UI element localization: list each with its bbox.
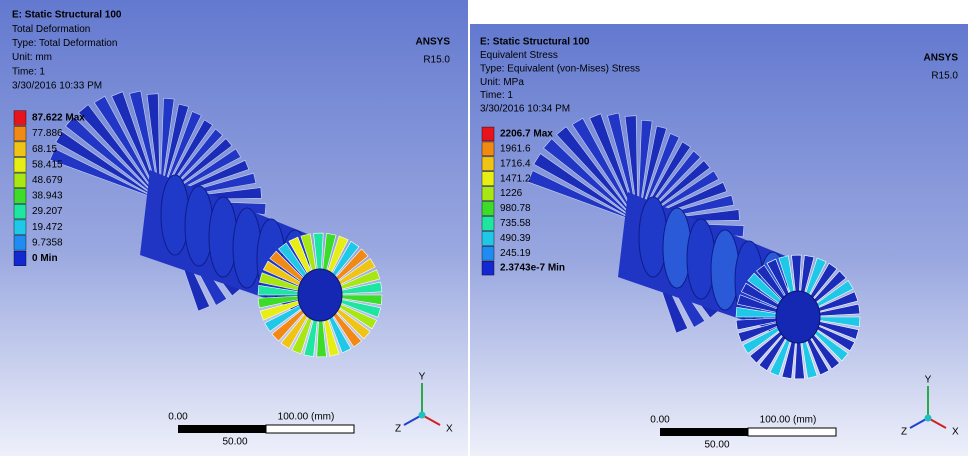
triad-origin (925, 415, 932, 422)
shaft-ring (663, 208, 691, 288)
legend-swatch (14, 126, 26, 141)
legend-label: 245.19 (500, 248, 531, 259)
logo-version: R15.0 (423, 55, 450, 66)
scale-bar-white (266, 425, 354, 433)
result-info: 3/30/2016 10:33 PM (12, 81, 102, 92)
legend-label: 19.472 (32, 222, 63, 233)
legend-swatch (482, 216, 494, 230)
legend-swatch (14, 251, 26, 266)
legend-swatch (14, 189, 26, 204)
legend-swatch (14, 142, 26, 157)
result-title: E: Static Structural 100 (480, 37, 590, 48)
result-info: Type: Equivalent (von-Mises) Stress (480, 63, 640, 74)
legend-label: 9.7358 (32, 237, 63, 248)
shaft-ring (161, 175, 189, 255)
shaft-ring (209, 197, 237, 277)
scale-bar-black (660, 428, 748, 436)
legend-label: 2.3743e-7 Min (500, 263, 565, 274)
result-info: Unit: mm (12, 52, 52, 63)
triad-x-label: X (952, 427, 959, 438)
triad-y-label: Y (925, 375, 932, 386)
legend-swatch (14, 111, 26, 126)
legend-label: 48.679 (32, 175, 63, 186)
legend-label: 29.207 (32, 206, 63, 217)
legend-label: 735.58 (500, 218, 531, 229)
scale-mid: 50.00 (222, 437, 247, 448)
scale-end: 100.00 (mm) (278, 412, 335, 423)
legend-swatch (482, 246, 494, 260)
legend-swatch (482, 261, 494, 275)
result-panel: E: Static Structural 100 Total Deformatio… (0, 0, 468, 456)
result-title: E: Static Structural 100 (12, 10, 122, 21)
triad-x-label: X (446, 424, 453, 435)
scale-end: 100.00 (mm) (760, 415, 817, 426)
scale-bar-white (748, 428, 836, 436)
legend-swatch (14, 204, 26, 219)
shaft-ring (639, 197, 667, 277)
legend-swatch (14, 236, 26, 251)
legend-label: 38.943 (32, 191, 63, 202)
logo-version: R15.0 (931, 71, 958, 82)
shaft-ring (233, 208, 261, 288)
result-info: Unit: MPa (480, 77, 524, 88)
result-info: Time: 1 (480, 90, 513, 101)
logo: ANSYS (416, 37, 451, 48)
shaft-ring (185, 186, 213, 266)
legend-swatch (482, 172, 494, 186)
legend-swatch (482, 157, 494, 171)
scale-start: 0.00 (650, 415, 670, 426)
legend-swatch (482, 202, 494, 216)
triad-z-label: Z (901, 427, 907, 438)
scale-bar-black (178, 425, 266, 433)
result-info: Total Deformation (12, 24, 90, 35)
legend-label: 1716.4 (500, 158, 531, 169)
scale-mid: 50.00 (704, 440, 729, 451)
legend-swatch (14, 173, 26, 188)
scale-start: 0.00 (168, 412, 188, 423)
shaft-ring (711, 230, 739, 310)
triad-y-label: Y (419, 372, 426, 383)
legend-label: 87.622 Max (32, 113, 85, 124)
legend-swatch (14, 158, 26, 173)
legend-label: 490.39 (500, 233, 531, 244)
legend-label: 2206.7 Max (500, 129, 553, 140)
legend-label: 68.15 (32, 144, 57, 155)
rotor-hub (298, 269, 342, 321)
result-info: Equivalent Stress (480, 50, 558, 61)
screenshot: E: Static Structural 100 Total Deformatio… (0, 0, 968, 456)
legend-swatch (482, 127, 494, 141)
result-info: Type: Total Deformation (12, 38, 117, 49)
triad-z-label: Z (395, 424, 401, 435)
result-panel: E: Static Structural 100 Equivalent Stres… (470, 24, 968, 456)
legend-label: 1226 (500, 188, 523, 199)
triad-origin (419, 412, 426, 419)
result-info: Time: 1 (12, 66, 45, 77)
legend-label: 58.415 (32, 159, 63, 170)
legend-swatch (482, 187, 494, 201)
legend-swatch (482, 231, 494, 245)
legend-swatch (482, 142, 494, 156)
legend-label: 0 Min (32, 253, 58, 264)
legend-label: 1961.6 (500, 144, 531, 155)
legend-label: 77.886 (32, 128, 63, 139)
result-info: 3/30/2016 10:34 PM (480, 104, 570, 115)
legend-swatch (14, 220, 26, 235)
shaft-ring (687, 219, 715, 299)
legend-label: 1471.2 (500, 173, 531, 184)
logo: ANSYS (924, 53, 959, 64)
legend-label: 980.78 (500, 203, 531, 214)
rotor-hub (776, 291, 820, 343)
